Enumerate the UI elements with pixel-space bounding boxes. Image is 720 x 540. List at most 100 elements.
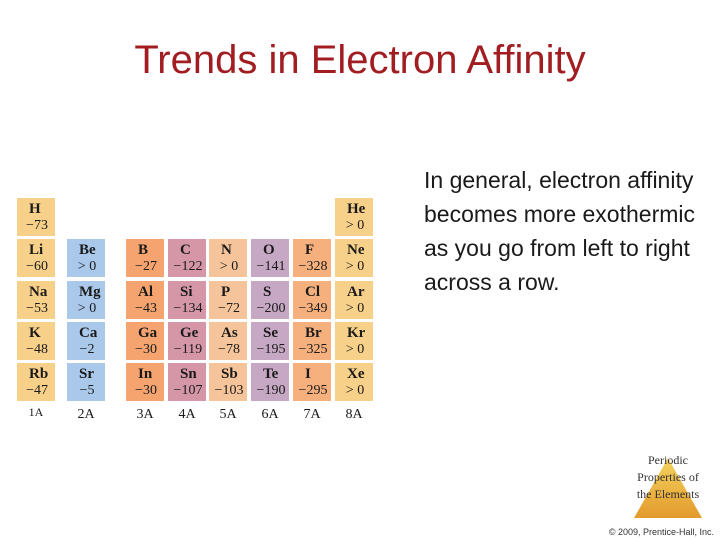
element-affinity-value: > 0	[77, 259, 97, 274]
slide-title: Trends in Electron Affinity	[134, 38, 586, 82]
element-symbol: Sb	[221, 366, 238, 382]
element-affinity-value: −27	[135, 259, 157, 274]
element-affinity-value: −2	[79, 342, 95, 357]
element-affinity-value: −47	[26, 383, 48, 398]
element-cell-be: Be > 0	[66, 238, 106, 278]
element-cell-s: S −200	[250, 280, 290, 320]
element-symbol: C	[180, 242, 191, 258]
element-symbol: K	[29, 325, 41, 341]
element-affinity-value: > 0	[345, 259, 365, 274]
element-affinity-value: −60	[26, 259, 48, 274]
element-cell-li: Li −60	[16, 238, 56, 278]
group-label-3a: 3A	[136, 407, 154, 422]
element-affinity-value: > 0	[345, 342, 365, 357]
element-symbol: Xe	[347, 366, 365, 382]
element-symbol: As	[221, 325, 238, 341]
group-label-7a: 7A	[303, 407, 321, 422]
element-affinity-value: −349	[298, 301, 328, 316]
element-affinity-value: −73	[26, 218, 48, 233]
element-cell-al: Al −43	[125, 280, 165, 320]
element-affinity-value: −122	[173, 259, 203, 274]
group-label-6a: 6A	[261, 407, 279, 422]
element-symbol: Li	[29, 242, 44, 258]
element-affinity-value: −134	[173, 301, 203, 316]
element-symbol: Na	[29, 284, 48, 300]
periodic-table: H −73 He > 0 Li −60 Be > 0 B −27 C −122 N > 0 O −141 F −3…	[16, 195, 376, 425]
group-label-8a: 8A	[345, 407, 363, 422]
element-cell-rb: Rb −47	[16, 362, 56, 402]
element-cell-sb: Sb −103	[208, 362, 248, 402]
element-cell-xe: Xe > 0	[334, 362, 374, 402]
element-cell-na: Na −53	[16, 280, 56, 320]
element-affinity-value: −30	[135, 342, 157, 357]
element-affinity-value: > 0	[345, 218, 365, 233]
element-symbol: F	[305, 242, 315, 258]
element-cell-p: P −72	[208, 280, 248, 320]
element-symbol: Be	[79, 242, 96, 258]
element-cell-c: C −122	[167, 238, 207, 278]
element-symbol: Se	[263, 325, 278, 341]
slide-body-text: In general, electron affinity becomes mo…	[424, 167, 695, 295]
element-affinity-value: −195	[256, 342, 286, 357]
element-cell-i: I −295	[292, 362, 332, 402]
copyright-notice: © 2009, Prentice-Hall, Inc.	[608, 527, 714, 537]
element-symbol: Ge	[180, 325, 199, 341]
element-affinity-value: −107	[173, 383, 203, 398]
element-cell-o: O −141	[250, 238, 290, 278]
element-affinity-value: > 0	[77, 301, 97, 316]
element-symbol: B	[138, 242, 149, 258]
element-affinity-value: −119	[173, 342, 203, 357]
element-affinity-value: −53	[26, 301, 48, 316]
element-cell-ga: Ga −30	[125, 321, 165, 361]
element-affinity-value: −48	[26, 342, 48, 357]
element-cell-h: H −73	[16, 197, 56, 237]
element-symbol: Ne	[347, 242, 365, 258]
element-symbol: Rb	[29, 366, 49, 382]
element-symbol: In	[138, 366, 153, 382]
element-symbol: Al	[138, 284, 153, 300]
group-label-4a: 4A	[178, 407, 196, 422]
element-cell-ne: Ne > 0	[334, 238, 374, 278]
group-label-1a: 1A	[28, 405, 44, 419]
element-cell-se: Se −195	[250, 321, 290, 361]
element-affinity-value: −295	[298, 383, 328, 398]
element-symbol: Br	[305, 325, 322, 341]
element-cell-cl: Cl −349	[292, 280, 332, 320]
element-cell-f: F −328	[292, 238, 332, 278]
element-affinity-value: −328	[298, 259, 328, 274]
element-cell-as: As −78	[208, 321, 248, 361]
element-cell-br: Br −325	[292, 321, 332, 361]
element-symbol: O	[263, 242, 275, 258]
element-affinity-value: −103	[214, 383, 244, 398]
element-cell-he: He > 0	[334, 197, 374, 237]
element-affinity-value: > 0	[345, 301, 365, 316]
element-cell-b: B −27	[125, 238, 165, 278]
element-cell-n: N > 0	[208, 238, 248, 278]
triangle-logo-icon	[634, 458, 702, 518]
logo-text: Periodic Properties of the Elements	[636, 453, 700, 501]
element-symbol: Ca	[79, 325, 98, 341]
element-symbol: He	[347, 201, 366, 217]
element-cell-ge: Ge −119	[167, 321, 207, 361]
element-symbol: N	[221, 242, 232, 258]
element-affinity-value: −43	[135, 301, 157, 316]
element-cell-mg: Mg > 0	[66, 280, 106, 320]
element-affinity-value: > 0	[345, 383, 365, 398]
element-cell-in: In −30	[125, 362, 165, 402]
element-symbol: P	[221, 284, 231, 300]
element-affinity-value: −190	[256, 383, 286, 398]
periodic-properties-logo: Periodic Properties of the Elements	[632, 452, 704, 520]
element-symbol: Mg	[79, 284, 101, 300]
element-symbol: Cl	[305, 284, 320, 300]
element-cell-sn: Sn −107	[167, 362, 207, 402]
element-symbol: Sn	[180, 366, 197, 382]
element-symbol: Te	[263, 366, 279, 382]
element-affinity-value: −200	[256, 301, 286, 316]
element-affinity-value: −5	[79, 383, 95, 398]
element-affinity-value: −325	[298, 342, 328, 357]
element-cell-kr: Kr > 0	[334, 321, 374, 361]
element-cell-si: Si −134	[167, 280, 207, 320]
group-label-2a: 2A	[77, 407, 95, 422]
element-affinity-value: −78	[218, 342, 240, 357]
group-label-5a: 5A	[219, 407, 237, 422]
